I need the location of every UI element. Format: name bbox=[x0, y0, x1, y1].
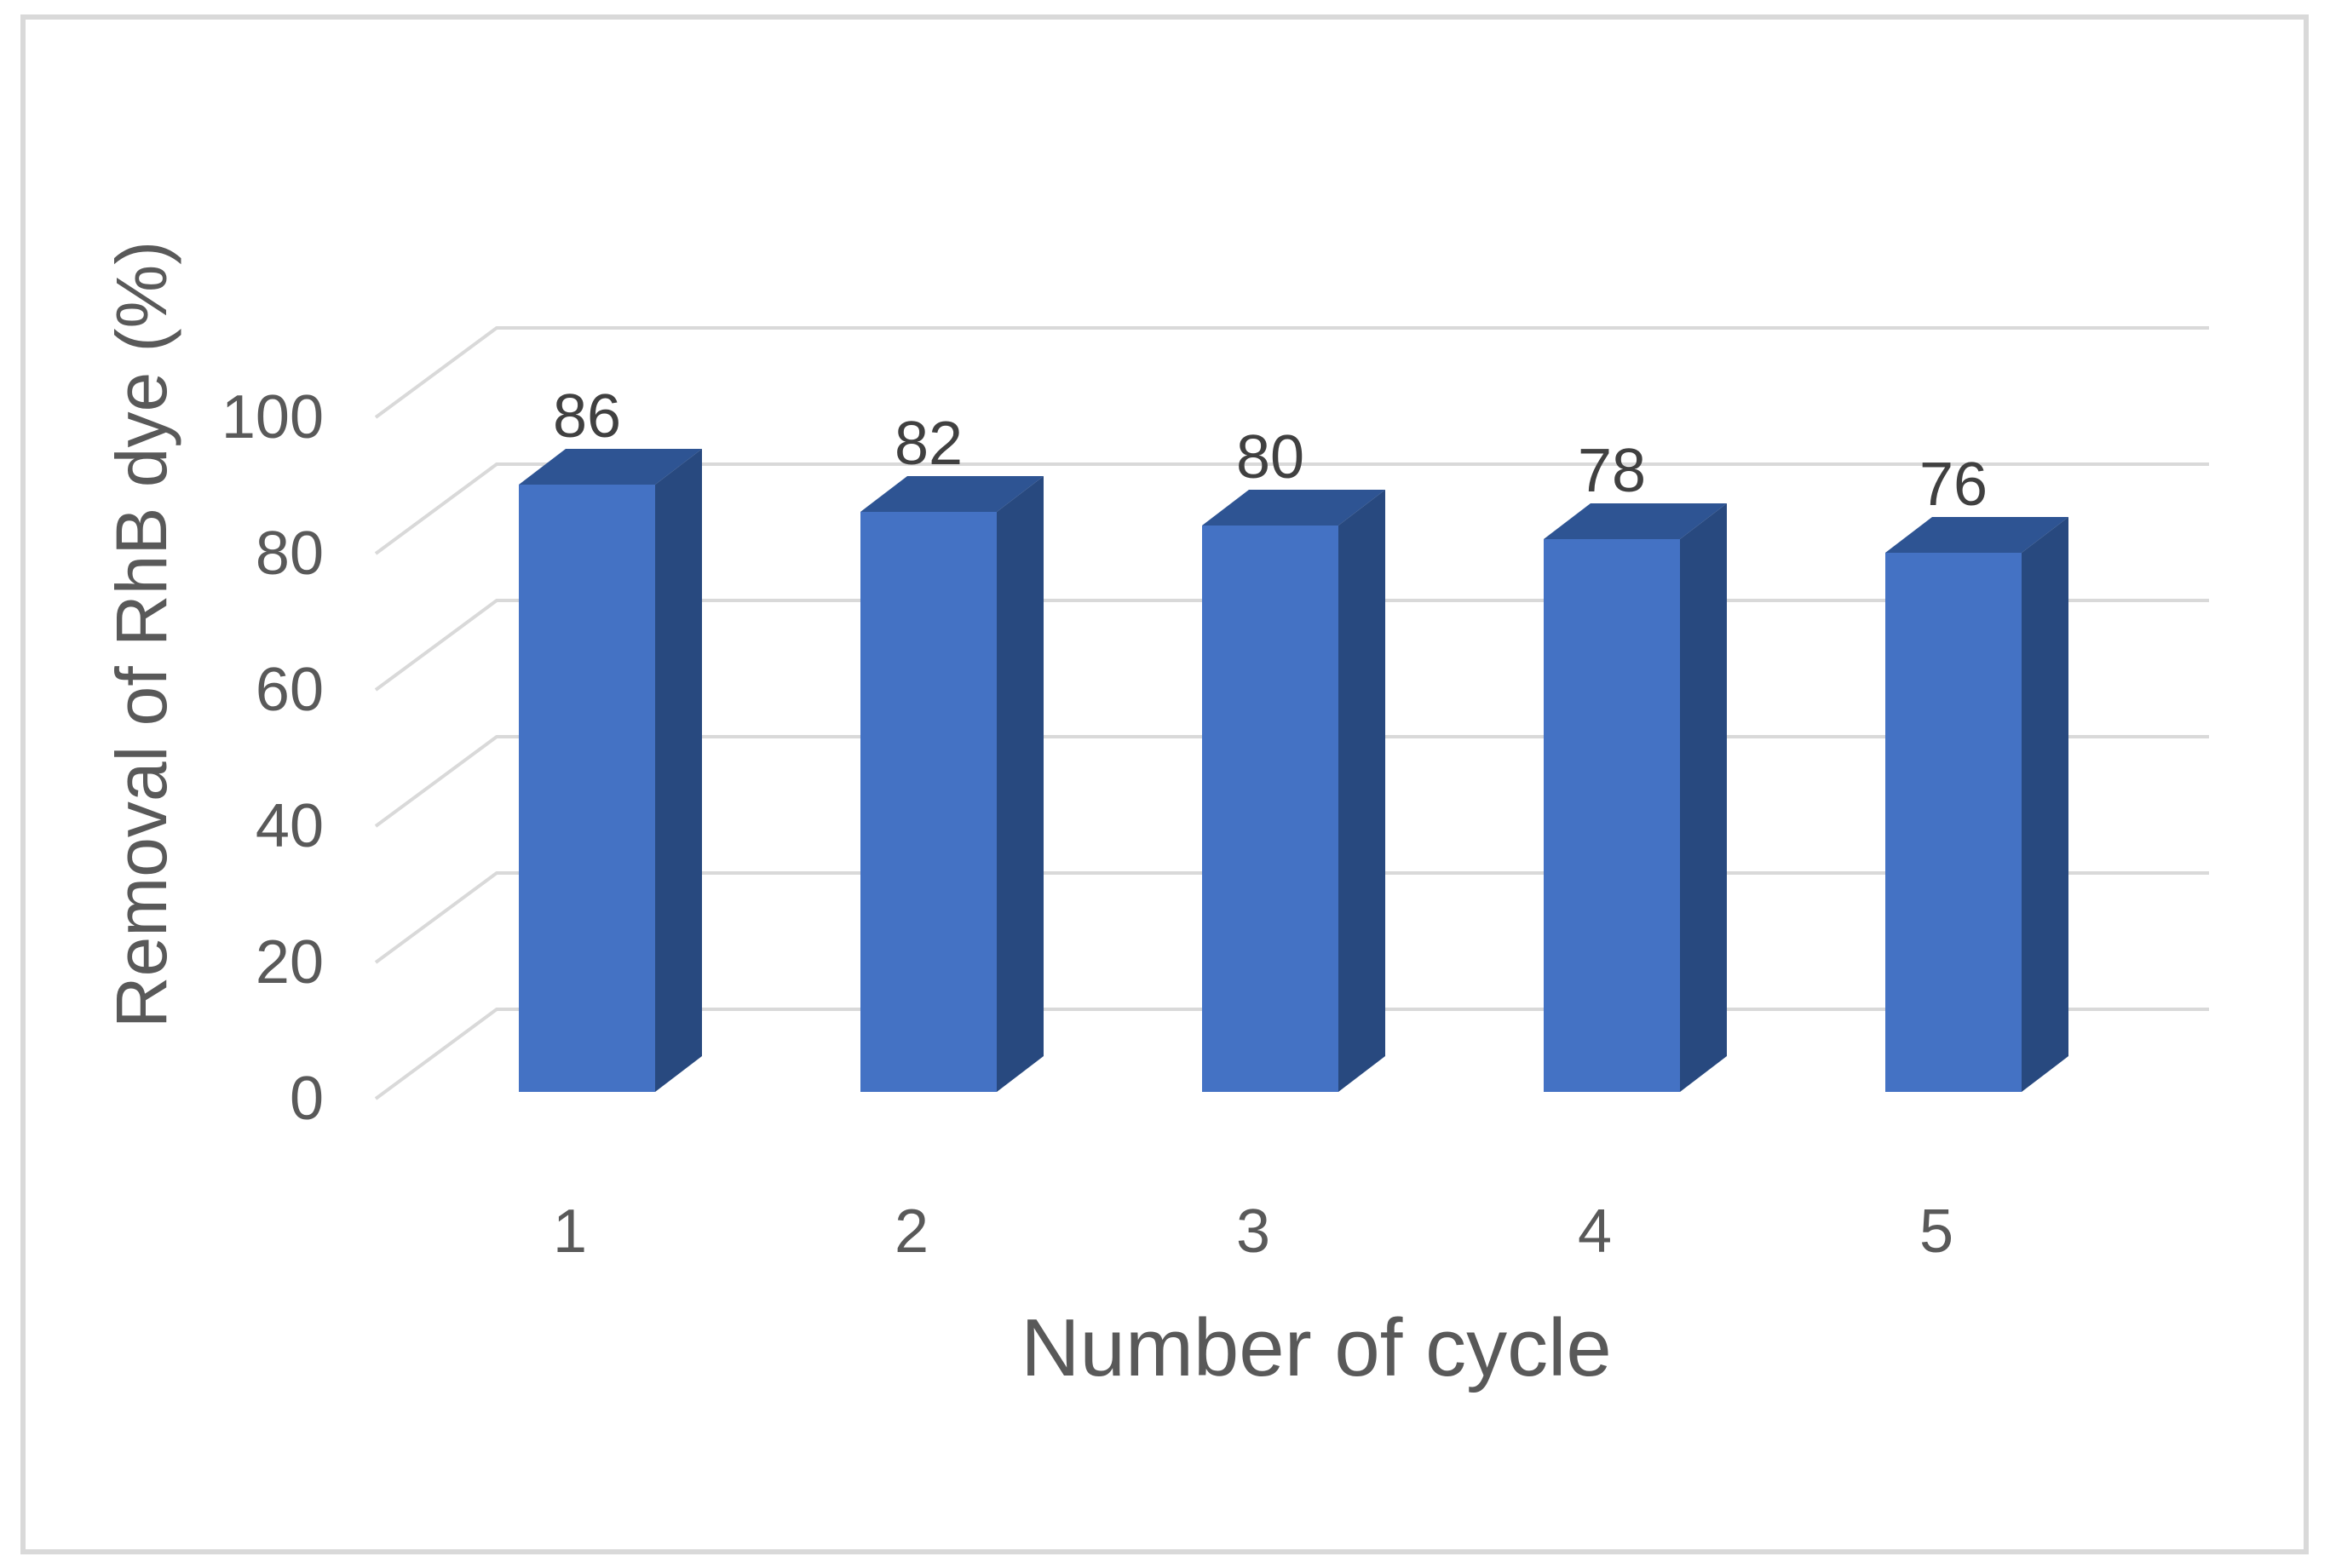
bar-value-label: 78 bbox=[1578, 437, 1646, 505]
bar-side-face bbox=[1338, 490, 1385, 1092]
bar bbox=[519, 449, 702, 1092]
y-tick-label: 80 bbox=[256, 520, 324, 588]
bar-side-face bbox=[655, 449, 702, 1092]
bar-front-face bbox=[1885, 553, 2022, 1092]
bar-front-face bbox=[1202, 526, 1338, 1092]
bar-top-face bbox=[1202, 490, 1385, 526]
bar-value-label: 82 bbox=[895, 410, 963, 478]
x-tick-label: 2 bbox=[895, 1198, 929, 1266]
bar-top-face bbox=[1544, 503, 1727, 539]
chart-border bbox=[20, 14, 2309, 1554]
y-tick-label: 40 bbox=[256, 792, 324, 860]
gridline bbox=[374, 462, 2209, 555]
gridline bbox=[374, 326, 2209, 419]
y-axis-title: Removal of RhB dye (%) bbox=[101, 241, 181, 1028]
bar-top-face bbox=[1885, 517, 2068, 553]
x-tick-label: 1 bbox=[553, 1198, 587, 1266]
bar bbox=[860, 476, 1044, 1092]
data-labels-group: 86 82 80 78 76 bbox=[553, 382, 1988, 519]
bar-front-face bbox=[860, 512, 997, 1092]
y-tick-label: 100 bbox=[221, 383, 324, 451]
bar bbox=[1202, 490, 1385, 1092]
bar-top-face bbox=[860, 476, 1044, 512]
bar-side-face bbox=[2022, 517, 2068, 1092]
bar-side-face bbox=[1680, 503, 1727, 1092]
x-tick-label: 5 bbox=[1919, 1198, 1953, 1266]
bar bbox=[1544, 503, 1727, 1092]
bars-group bbox=[519, 449, 2068, 1092]
y-axis-tick-labels: 0 20 40 60 80 100 bbox=[221, 383, 324, 1133]
x-axis-title: Number of cycle bbox=[1021, 1302, 1612, 1393]
bar-front-face bbox=[519, 485, 655, 1092]
bar-value-label: 86 bbox=[553, 382, 621, 451]
y-tick-label: 60 bbox=[256, 656, 324, 724]
bar-value-label: 80 bbox=[1236, 423, 1304, 491]
bar-side-face bbox=[997, 476, 1044, 1092]
y-tick-label: 20 bbox=[256, 928, 324, 997]
x-axis-tick-labels: 1 2 3 4 5 bbox=[553, 1198, 1953, 1266]
x-tick-label: 4 bbox=[1578, 1198, 1612, 1266]
bar-front-face bbox=[1544, 539, 1680, 1092]
bar-value-label: 76 bbox=[1919, 451, 1988, 519]
bar-top-face bbox=[519, 449, 702, 485]
bar bbox=[1885, 517, 2068, 1092]
x-tick-label: 3 bbox=[1236, 1198, 1270, 1266]
y-tick-label: 0 bbox=[290, 1065, 324, 1133]
